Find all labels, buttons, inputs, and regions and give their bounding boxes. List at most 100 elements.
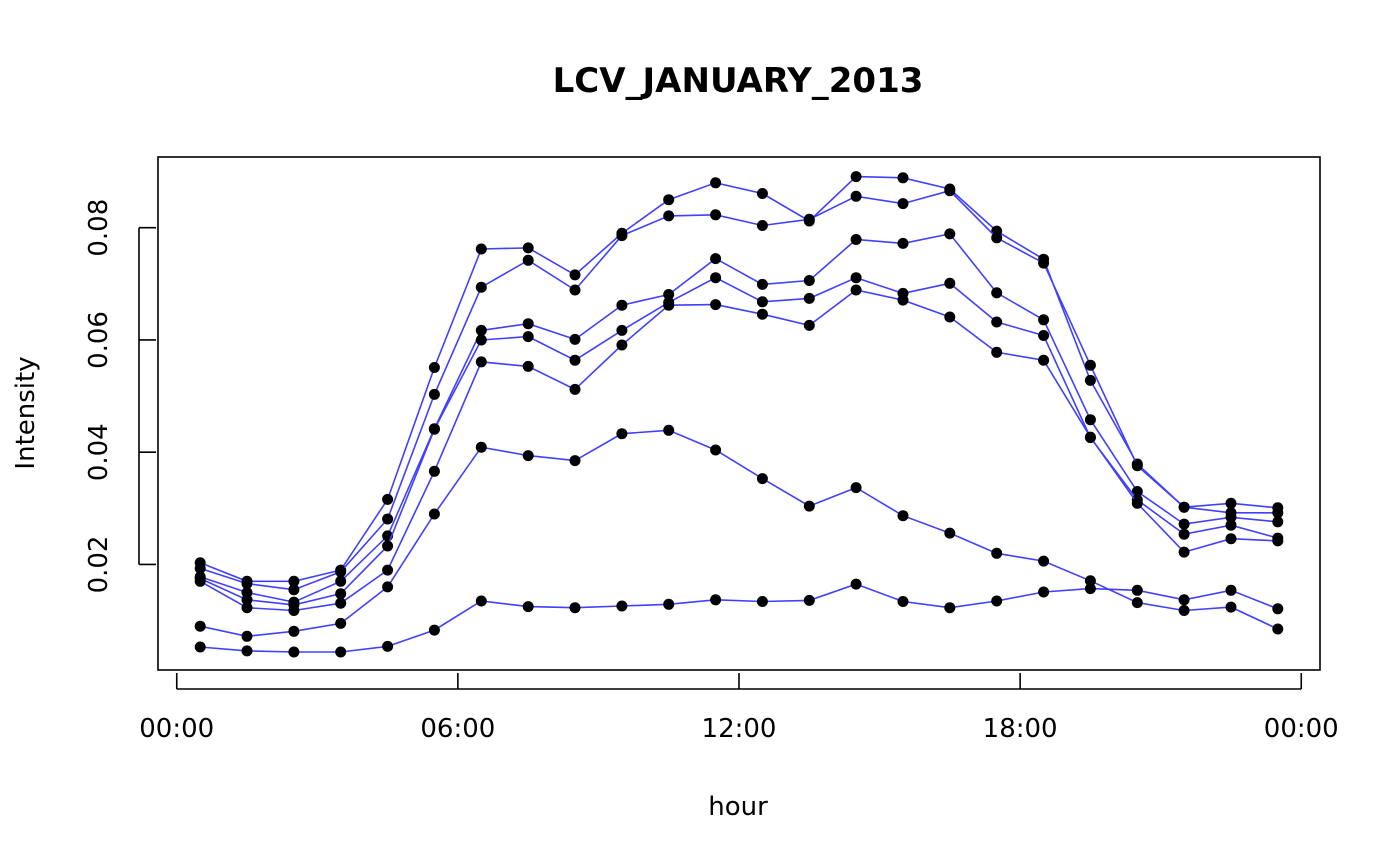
- data-point: [991, 595, 1003, 607]
- x-axis: 00:00 06:00 12:00 18:00 00:00: [139, 673, 1339, 744]
- data-point: [803, 319, 815, 331]
- data-point: [569, 333, 581, 345]
- data-point: [428, 423, 440, 435]
- data-point: [522, 254, 534, 266]
- data-point: [616, 324, 628, 336]
- data-point: [522, 331, 534, 343]
- data-point: [475, 243, 487, 255]
- series-2: [194, 185, 1284, 596]
- series-group: [194, 171, 1284, 658]
- series-line: [199, 175, 1278, 583]
- data-point: [1272, 502, 1284, 514]
- data-point: [522, 242, 534, 254]
- data-point: [1272, 535, 1284, 547]
- data-point: [1038, 330, 1050, 341]
- data-point: [616, 600, 628, 612]
- data-point: [850, 482, 862, 494]
- data-point: [756, 596, 768, 607]
- data-point: [850, 171, 862, 183]
- data-point: [897, 294, 909, 306]
- data-point: [850, 190, 862, 202]
- data-point: [803, 213, 815, 225]
- data-point: [1038, 314, 1050, 326]
- data-point: [335, 588, 347, 600]
- data-point: [850, 578, 862, 590]
- data-point: [710, 209, 722, 221]
- data-point: [944, 602, 956, 614]
- data-point: [1272, 516, 1284, 528]
- data-point: [335, 597, 347, 609]
- data-point: [288, 584, 300, 596]
- data-point: [428, 624, 440, 636]
- data-point: [991, 287, 1003, 299]
- data-point: [428, 362, 440, 373]
- data-point: [569, 354, 581, 366]
- data-point: [991, 316, 1003, 328]
- data-point: [288, 605, 300, 616]
- data-point: [756, 220, 768, 231]
- series-line: [200, 429, 1279, 638]
- data-point: [991, 232, 1003, 244]
- data-point: [616, 299, 628, 311]
- data-point: [522, 601, 534, 613]
- data-point: [1084, 431, 1096, 443]
- data-point: [475, 356, 487, 368]
- data-point: [194, 641, 206, 653]
- x-axis-label: hour: [708, 792, 768, 822]
- data-point: [944, 527, 956, 539]
- data-point: [569, 284, 581, 296]
- data-point: [991, 346, 1003, 358]
- data-point: [335, 575, 347, 587]
- data-point: [710, 444, 722, 456]
- data-point: [1178, 594, 1190, 606]
- data-point: [382, 564, 394, 576]
- data-point: [1131, 497, 1143, 509]
- data-point: [1272, 623, 1284, 635]
- data-point: [616, 230, 628, 242]
- data-point: [1178, 605, 1190, 616]
- data-point: [475, 324, 487, 336]
- data-point: [1084, 583, 1096, 595]
- data-point: [241, 578, 253, 590]
- data-point: [756, 308, 768, 320]
- data-point: [1038, 354, 1050, 366]
- data-point: [663, 194, 675, 206]
- data-point: [194, 575, 206, 587]
- data-point: [803, 500, 815, 512]
- data-point: [335, 617, 347, 629]
- x-tick-label: 18:00: [983, 714, 1058, 744]
- data-point: [897, 596, 909, 607]
- x-tick-label: 00:00: [1264, 714, 1339, 744]
- data-point: [382, 640, 394, 652]
- data-point: [335, 646, 347, 658]
- data-point: [1272, 603, 1284, 615]
- y-axis-label: Intensity: [11, 356, 41, 469]
- data-point: [897, 172, 909, 184]
- data-point: [663, 289, 675, 300]
- data-point: [1038, 586, 1050, 598]
- data-point: [663, 299, 675, 311]
- series-line: [199, 189, 1278, 591]
- data-point: [1131, 460, 1143, 472]
- data-point: [522, 318, 534, 330]
- data-point: [756, 296, 768, 308]
- data-point: [475, 595, 487, 607]
- data-point: [241, 602, 253, 614]
- data-point: [710, 272, 722, 284]
- data-point: [522, 450, 534, 462]
- data-point: [475, 441, 487, 453]
- data-point: [382, 540, 394, 552]
- data-point: [803, 275, 815, 286]
- data-point: [616, 339, 628, 351]
- data-point: [663, 598, 675, 610]
- data-point: [382, 513, 394, 525]
- data-point: [710, 299, 722, 311]
- data-point: [1084, 374, 1096, 386]
- data-point: [1178, 528, 1190, 540]
- data-point: [241, 630, 253, 642]
- data-point: [756, 188, 768, 199]
- data-point: [1178, 546, 1190, 558]
- data-point: [944, 185, 956, 197]
